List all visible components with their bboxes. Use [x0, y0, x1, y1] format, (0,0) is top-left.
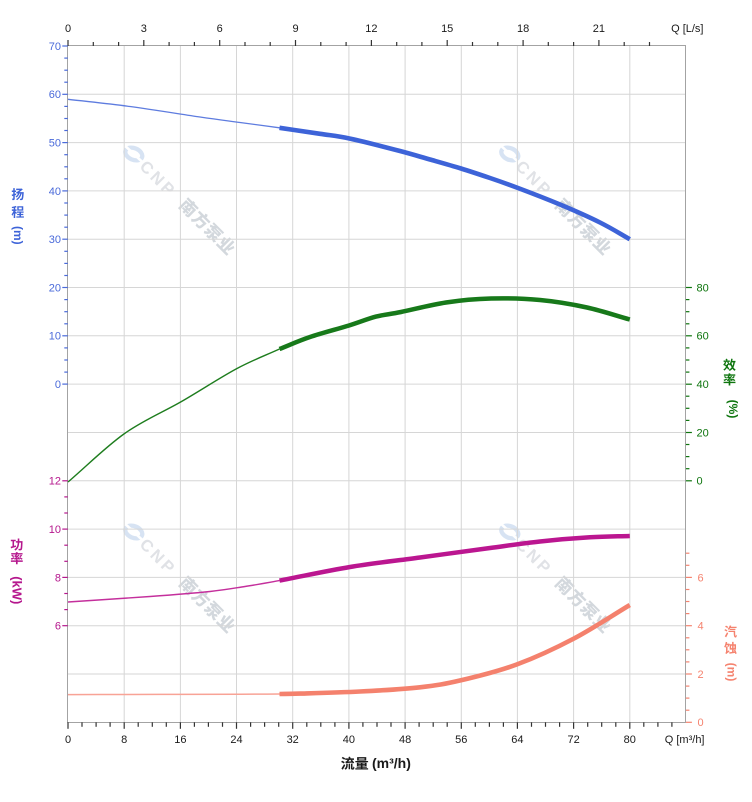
svg-text:50: 50	[49, 138, 61, 150]
svg-text:72: 72	[567, 734, 579, 746]
svg-text:80: 80	[624, 734, 636, 746]
svg-text:8: 8	[55, 572, 61, 584]
svg-text:4: 4	[698, 621, 704, 633]
svg-text:0: 0	[698, 717, 704, 729]
svg-text:6: 6	[698, 572, 704, 584]
svg-text:(kW): (kW)	[10, 576, 25, 604]
svg-text:(m³/h): (m³/h)	[372, 755, 411, 771]
svg-text:0: 0	[65, 734, 71, 746]
svg-text:6: 6	[217, 23, 223, 35]
svg-text:56: 56	[455, 734, 467, 746]
svg-text:16: 16	[174, 734, 186, 746]
svg-text:Q [L/s]: Q [L/s]	[671, 23, 703, 35]
svg-text:CNP: CNP	[136, 158, 180, 202]
svg-text:2: 2	[698, 669, 704, 681]
svg-text:60: 60	[697, 331, 709, 343]
svg-text:10: 10	[49, 524, 61, 536]
svg-text:12: 12	[365, 23, 377, 35]
svg-text:0: 0	[55, 379, 61, 391]
svg-text:(m): (m)	[11, 226, 25, 245]
svg-text:12: 12	[49, 476, 61, 488]
svg-text:8: 8	[121, 734, 127, 746]
svg-text:24: 24	[230, 734, 242, 746]
svg-text:21: 21	[593, 23, 605, 35]
svg-text:18: 18	[517, 23, 529, 35]
svg-text:CNP: CNP	[136, 536, 180, 580]
svg-text:0: 0	[697, 476, 703, 488]
svg-text:48: 48	[399, 734, 411, 746]
svg-text:40: 40	[343, 734, 355, 746]
svg-text:(%): (%)	[726, 400, 740, 419]
svg-text:70: 70	[49, 41, 61, 53]
svg-text:80: 80	[697, 282, 709, 294]
svg-text:Q [m³/h]: Q [m³/h]	[665, 734, 705, 746]
svg-text:0: 0	[65, 23, 71, 35]
svg-text:30: 30	[49, 234, 61, 246]
svg-text:40: 40	[697, 379, 709, 391]
svg-text:(m): (m)	[724, 663, 738, 682]
svg-text:20: 20	[49, 282, 61, 294]
svg-text:10: 10	[49, 331, 61, 343]
svg-text:3: 3	[141, 23, 147, 35]
svg-text:32: 32	[287, 734, 299, 746]
svg-text:60: 60	[49, 89, 61, 101]
svg-text:9: 9	[292, 23, 298, 35]
svg-text:64: 64	[511, 734, 523, 746]
svg-text:15: 15	[441, 23, 453, 35]
svg-text:40: 40	[49, 186, 61, 198]
svg-text:20: 20	[697, 427, 709, 439]
svg-text:6: 6	[55, 621, 61, 633]
